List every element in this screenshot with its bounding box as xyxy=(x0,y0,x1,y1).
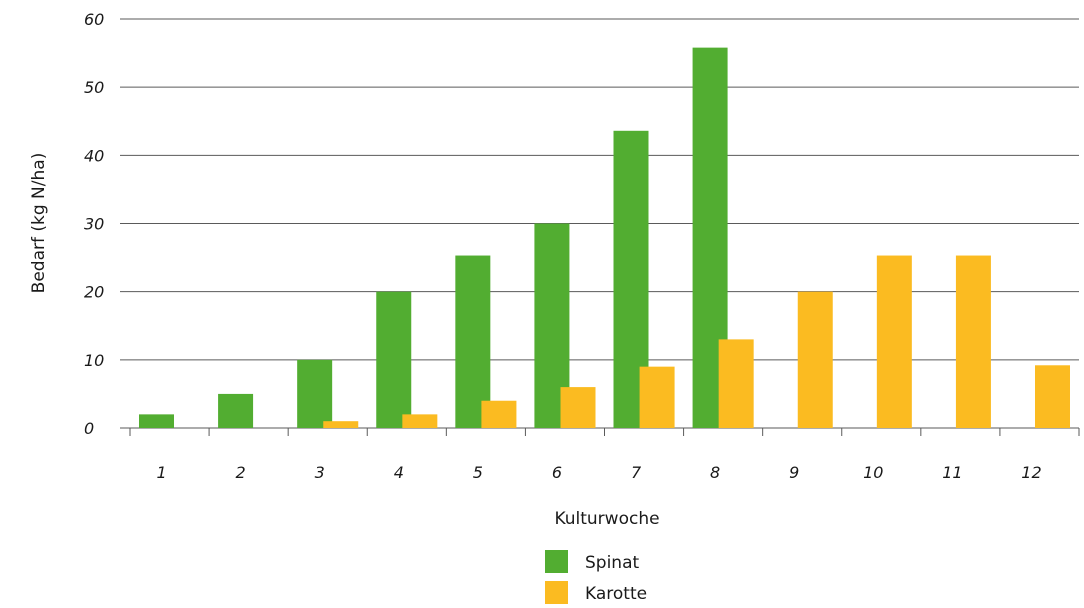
x-axis-title: Kulturwoche xyxy=(554,509,659,529)
bar-karotte-12 xyxy=(1035,365,1070,428)
bar-karotte-4 xyxy=(402,414,438,428)
bar-karotte-7 xyxy=(639,366,675,428)
x-tick-label: 8 xyxy=(710,463,720,482)
y-tick-label: 40 xyxy=(84,146,104,165)
bar-spinat-3 xyxy=(297,359,333,428)
bar-spinat-2 xyxy=(218,393,254,428)
legend-label-spinat: Spinat xyxy=(585,553,639,573)
x-tick-label: 3 xyxy=(315,463,325,482)
x-axis xyxy=(129,428,1080,436)
bar-karotte-6 xyxy=(560,387,596,428)
x-tick-label: 1 xyxy=(156,463,166,482)
x-axis-tick-labels: 1 2 3 4 5 6 7 8 9 10 11 12 xyxy=(156,463,1041,482)
x-tick-label: 7 xyxy=(631,463,642,482)
x-tick-label: 5 xyxy=(473,463,483,482)
y-tick-label: 10 xyxy=(84,351,104,370)
bar-karotte-10 xyxy=(876,255,912,428)
bar-karotte-8 xyxy=(718,339,754,428)
y-axis-tick-labels: 0 10 20 30 40 50 60 xyxy=(84,10,104,438)
x-tick-label: 10 xyxy=(863,463,883,482)
gridlines xyxy=(120,18,1079,429)
x-tick-label: 9 xyxy=(789,463,799,482)
x-tick-label: 4 xyxy=(394,463,404,482)
bar-karotte-5 xyxy=(481,400,517,428)
y-axis-title: Bedarf (kg N/ha) xyxy=(29,153,49,294)
legend-label-karotte: Karotte xyxy=(585,584,647,604)
bar-karotte-11 xyxy=(955,255,991,428)
bar-karotte-9 xyxy=(797,291,833,428)
y-tick-label: 60 xyxy=(84,10,104,29)
legend-swatch-spinat xyxy=(545,550,568,573)
y-tick-label: 50 xyxy=(84,78,104,97)
y-tick-label: 30 xyxy=(84,215,104,234)
x-tick-label: 6 xyxy=(552,463,562,482)
legend-swatch-karotte xyxy=(545,581,568,604)
x-tick-label: 12 xyxy=(1021,463,1041,482)
bar-spinat-4 xyxy=(376,291,412,428)
x-tick-label: 11 xyxy=(942,463,962,482)
y-tick-label: 0 xyxy=(84,419,94,438)
x-tick-label: 2 xyxy=(236,463,246,482)
bar-spinat-1 xyxy=(139,414,174,428)
legend: Spinat Karotte xyxy=(545,550,647,604)
bar-karotte-3 xyxy=(323,421,359,428)
bar-spinat-5 xyxy=(455,255,491,428)
y-tick-label: 20 xyxy=(84,283,104,302)
bars xyxy=(139,47,1070,428)
